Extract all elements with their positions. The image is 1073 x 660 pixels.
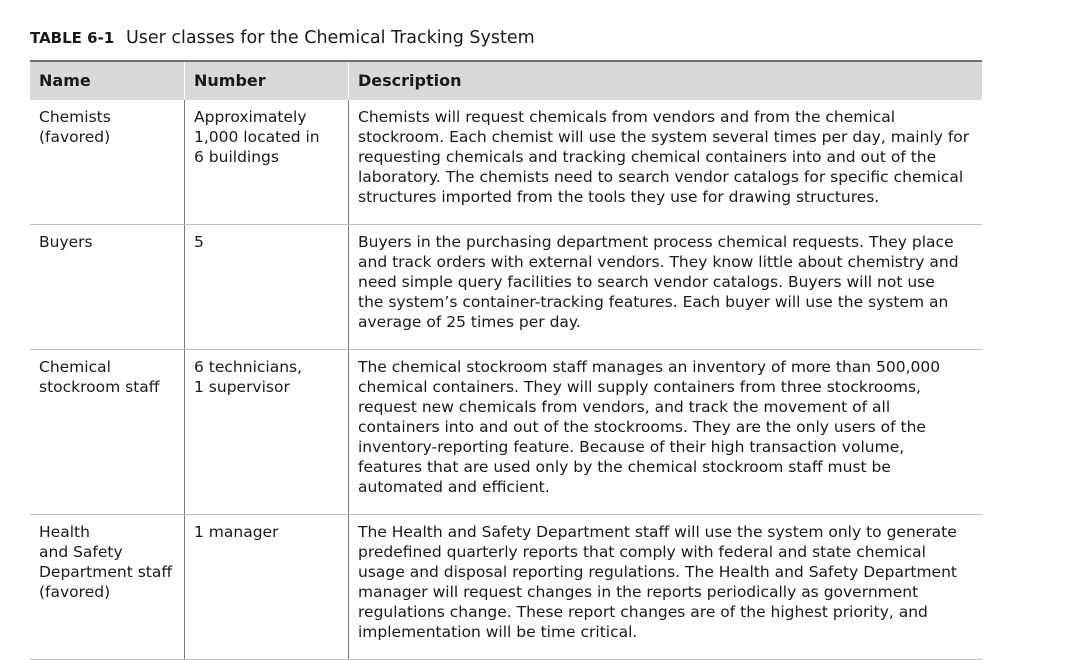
table-row: Health and Safety Department staff (favo…: [30, 515, 982, 660]
name-line: and Safety: [39, 543, 123, 561]
description-cell: Buyers in the purchasing department proc…: [348, 225, 982, 349]
description-line: structures imported from the tools they …: [358, 188, 880, 206]
description-line: containers into and out of the stockroom…: [358, 418, 926, 436]
description-line: manager will request changes in the repo…: [358, 583, 919, 601]
description-line: inventory-reporting feature. Because of …: [358, 438, 905, 456]
description-line: and track orders with external vendors. …: [358, 253, 959, 271]
name-cell: Buyers: [30, 225, 184, 349]
description-line: implementation will be time critical.: [358, 623, 638, 641]
name-line: Health: [39, 523, 90, 541]
number-line: Approximately: [194, 108, 307, 126]
name-line: stockroom staff: [39, 378, 160, 396]
name-line: Chemical: [39, 358, 111, 376]
name-line: Buyers: [39, 233, 93, 251]
name-cell: Chemists (favored): [30, 100, 184, 224]
number-line: 1 manager: [194, 523, 279, 541]
number-line: 1,000 located in: [194, 128, 320, 146]
description-line: the system’s container-tracking features…: [358, 293, 949, 311]
table-caption: TABLE 6-1 User classes for the Chemical …: [30, 27, 535, 49]
table-row: Buyers 5 Buyers in the purchasing depart…: [30, 225, 982, 350]
number-cell: Approximately 1,000 located in 6 buildin…: [184, 100, 348, 224]
description-line: request new chemicals from vendors, and …: [358, 398, 891, 416]
name-line: Chemists: [39, 108, 111, 126]
description-line: requesting chemicals and tracking chemic…: [358, 148, 937, 166]
column-header-description: Description: [348, 62, 982, 100]
column-header-name: Name: [39, 71, 91, 90]
number-cell: 5: [184, 225, 348, 349]
table-number-label: TABLE 6-1: [30, 29, 115, 47]
table-header-row: Name Number Description: [30, 62, 982, 100]
number-cell: 6 technicians, 1 supervisor: [184, 350, 348, 514]
number-line: 1 supervisor: [194, 378, 290, 396]
description-cell: The chemical stockroom staff manages an …: [348, 350, 982, 514]
description-cell: Chemists will request chemicals from ven…: [348, 100, 982, 224]
description-line: regulations change. These report changes…: [358, 603, 928, 621]
number-line: 6 buildings: [194, 148, 279, 166]
user-classes-table: Name Number Description Chemists (favore…: [30, 60, 982, 660]
description-line: need simple query facilities to search v…: [358, 273, 935, 291]
name-cell: Chemical stockroom staff: [30, 350, 184, 514]
description-line: Chemists will request chemicals from ven…: [358, 108, 896, 126]
number-line: 6 technicians,: [194, 358, 303, 376]
name-line: (favored): [39, 583, 111, 601]
description-line: average of 25 times per day.: [358, 313, 581, 331]
description-line: automated and efficient.: [358, 478, 550, 496]
description-line: The chemical stockroom staff manages an …: [358, 358, 941, 376]
description-line: predefined quarterly reports that comply…: [358, 543, 926, 561]
description-line: chemical containers. They will supply co…: [358, 378, 921, 396]
description-line: usage and disposal reporting regulations…: [358, 563, 957, 581]
name-line: (favored): [39, 128, 111, 146]
table-row: Chemical stockroom staff 6 technicians, …: [30, 350, 982, 515]
table-title: User classes for the Chemical Tracking S…: [125, 28, 535, 48]
description-line: The Health and Safety Department staff w…: [358, 523, 957, 541]
description-line: laboratory. The chemists need to search …: [358, 168, 964, 186]
description-line: features that are used only by the chemi…: [358, 458, 891, 476]
description-cell: The Health and Safety Department staff w…: [348, 515, 982, 659]
name-line: Department staff: [39, 563, 173, 581]
table-row: Chemists (favored) Approximately 1,000 l…: [30, 100, 982, 225]
number-cell: 1 manager: [184, 515, 348, 659]
column-header-number: Number: [184, 62, 348, 100]
table-top-rule: [30, 60, 982, 62]
name-cell: Health and Safety Department staff (favo…: [30, 515, 184, 659]
number-line: 5: [194, 233, 204, 251]
description-line: Buyers in the purchasing department proc…: [358, 233, 954, 251]
description-line: stockroom. Each chemist will use the sys…: [358, 128, 970, 146]
